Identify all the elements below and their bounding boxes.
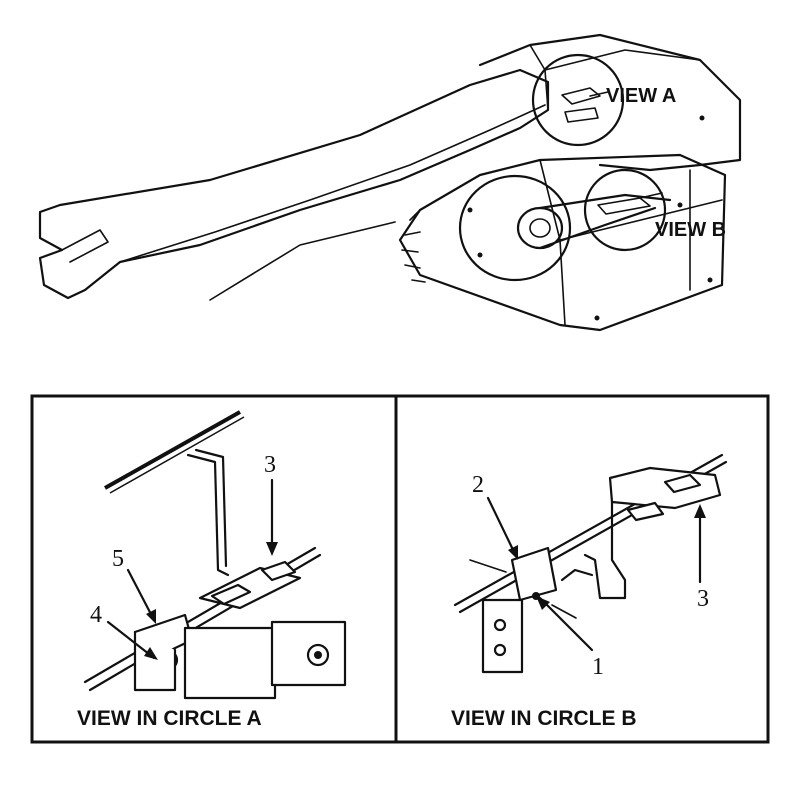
callout-2-b: 2: [472, 472, 484, 498]
detail-panels-frame: [30, 394, 770, 744]
view-b-label: VIEW B: [655, 219, 726, 241]
callout-3-b: 3: [697, 586, 709, 612]
view-a-label: VIEW A: [606, 85, 676, 107]
callout-5-a: 5: [112, 546, 124, 572]
caption-circle-b: VIEW IN CIRCLE B: [451, 707, 637, 730]
panel-a-arrows: [106, 478, 278, 660]
circle-a-detail: [83, 410, 347, 700]
caption-circle-a: VIEW IN CIRCLE A: [77, 707, 262, 730]
circle-b-detail: [453, 453, 728, 674]
machine-overview: [38, 33, 742, 332]
panel-b-arrows: [486, 496, 706, 652]
callout-4-a: 4: [90, 602, 102, 628]
callout-3-a: 3: [264, 452, 276, 478]
callout-1-b: 1: [592, 654, 604, 680]
